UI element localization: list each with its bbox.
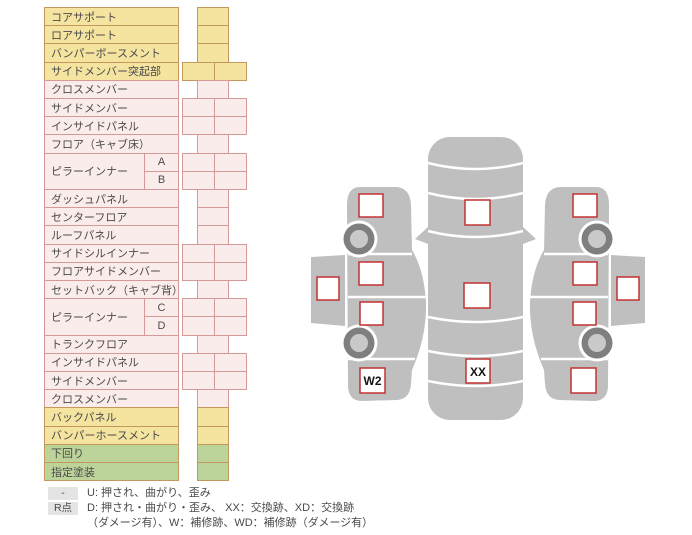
damage-cell[interactable] — [197, 79, 229, 99]
legend: - U: 押され、曲がり、歪み R点 D: 押され・曲がり・歪み、 XX：交換跡、X… — [48, 486, 373, 531]
left-sill-marker[interactable] — [316, 276, 340, 301]
part-label: サイドシルインナー — [44, 243, 179, 263]
part-label: バンパーボースメント — [44, 43, 179, 63]
top-hood-marker[interactable] — [464, 199, 491, 226]
top-trunk-marker[interactable]: XX — [465, 358, 491, 384]
damage-cell[interactable] — [182, 298, 215, 318]
damage-cell[interactable] — [214, 298, 247, 318]
damage-cell[interactable] — [197, 134, 229, 154]
part-label: 下回り — [44, 443, 179, 463]
part-label: トランクフロア — [44, 334, 179, 354]
damage-cell[interactable] — [182, 261, 215, 281]
part-label: バックパネル — [44, 407, 179, 427]
damage-cell[interactable] — [197, 225, 229, 245]
right-sill-marker[interactable] — [616, 276, 640, 301]
damage-cell[interactable] — [214, 261, 247, 281]
right-rear-fender-marker[interactable] — [570, 367, 597, 394]
right-fender-marker[interactable] — [572, 193, 598, 218]
damage-cell[interactable] — [197, 207, 229, 227]
legend-line-r2: （ダメージ有）、W：補修跡、WD：補修跡（ダメージ有） — [48, 516, 373, 531]
right-side-view — [528, 185, 647, 403]
legend-line-r: R点 D: 押され・曲がり・歪み、 XX：交換跡、XD：交換跡 — [48, 501, 373, 516]
part-label: クロスメンバー — [44, 389, 179, 409]
damage-cell[interactable] — [214, 152, 247, 172]
top-view: XX — [415, 137, 536, 420]
damage-cell[interactable] — [197, 280, 229, 300]
part-label: サイドメンバー — [44, 98, 179, 118]
legend-badge-minor: - — [48, 486, 78, 500]
damage-cell[interactable] — [214, 371, 247, 391]
part-label: 指定塗装 — [44, 462, 179, 482]
damage-cell[interactable] — [214, 352, 247, 372]
damage-cell[interactable] — [182, 352, 215, 372]
damage-cell[interactable] — [214, 316, 247, 336]
damage-cell[interactable] — [197, 7, 229, 27]
part-label: サイドメンバー — [44, 371, 179, 391]
damage-cell[interactable] — [197, 443, 229, 463]
part-sub-label: D — [144, 316, 179, 336]
damage-cell[interactable] — [214, 243, 247, 263]
damage-cell[interactable] — [197, 462, 229, 482]
damage-cell[interactable] — [182, 98, 215, 118]
damage-cell[interactable] — [197, 25, 229, 45]
damage-cell[interactable] — [182, 371, 215, 391]
damage-cell[interactable] — [182, 316, 215, 336]
damage-cell[interactable] — [182, 152, 215, 172]
legend-badge-rpoint: R点 — [48, 501, 78, 515]
damage-cell[interactable] — [197, 425, 229, 445]
damage-cell[interactable] — [214, 116, 247, 136]
part-label: ダッシュパネル — [44, 189, 179, 209]
right-rear-door-marker[interactable] — [572, 301, 597, 326]
part-label: サイドメンバー突起部 — [44, 61, 179, 81]
left-rear-fender-code: W2 — [364, 374, 382, 388]
damage-cell[interactable] — [214, 170, 247, 190]
damage-cell[interactable] — [197, 407, 229, 427]
legend-text-u: U: 押され、曲がり、歪み — [87, 487, 211, 499]
part-label: バンパーホースメント — [44, 425, 179, 445]
damage-cell[interactable] — [197, 43, 229, 63]
left-rear-fender-marker[interactable]: W2 — [359, 367, 386, 394]
legend-text-r: D: 押され・曲がり・歪み、 XX：交換跡、XD：交換跡 — [87, 502, 355, 514]
part-label: インサイドパネル — [44, 116, 179, 136]
legend-line-u: - U: 押され、曲がり、歪み — [48, 486, 373, 501]
part-label: ロアサポート — [44, 25, 179, 45]
part-sub-label: C — [144, 298, 179, 318]
damage-cell[interactable] — [182, 243, 215, 263]
top-roof-marker[interactable] — [463, 282, 491, 309]
damage-cell[interactable] — [214, 61, 247, 81]
top-trunk-code: XX — [470, 365, 486, 379]
vehicle-damage-diagram: W2 XX — [309, 137, 647, 420]
left-fender-marker[interactable] — [358, 193, 384, 218]
damage-cell[interactable] — [182, 170, 215, 190]
part-label: ピラーインナー — [44, 298, 145, 336]
damage-cell[interactable] — [197, 389, 229, 409]
damage-cell[interactable] — [182, 61, 215, 81]
right-front-door-marker[interactable] — [572, 261, 598, 286]
damage-cell[interactable] — [182, 116, 215, 136]
damage-cell[interactable] — [214, 98, 247, 118]
part-label: セットバック（キャブ背） — [44, 280, 179, 300]
part-sub-label: A — [144, 152, 179, 172]
left-front-door-marker[interactable] — [358, 261, 384, 286]
left-rear-door-marker[interactable] — [359, 301, 384, 326]
legend-text-r2: （ダメージ有）、W：補修跡、WD：補修跡（ダメージ有） — [87, 517, 374, 529]
part-label: センターフロア — [44, 207, 179, 227]
damage-cell[interactable] — [197, 334, 229, 354]
part-label: コアサポート — [44, 7, 179, 27]
right-mirror-icon — [523, 227, 536, 244]
part-label: フロア（キャブ床） — [44, 134, 179, 154]
part-sub-label: B — [144, 170, 179, 190]
part-label: クロスメンバー — [44, 79, 179, 99]
top-car-silhouette — [428, 137, 523, 420]
part-label: ピラーインナー — [44, 152, 145, 190]
part-label: フロアサイドメンバー — [44, 261, 179, 281]
left-side-view: W2 — [309, 185, 428, 403]
left-mirror-icon — [415, 227, 428, 244]
part-label: インサイドパネル — [44, 352, 179, 372]
damage-cell[interactable] — [197, 189, 229, 209]
part-label: ルーフパネル — [44, 225, 179, 245]
